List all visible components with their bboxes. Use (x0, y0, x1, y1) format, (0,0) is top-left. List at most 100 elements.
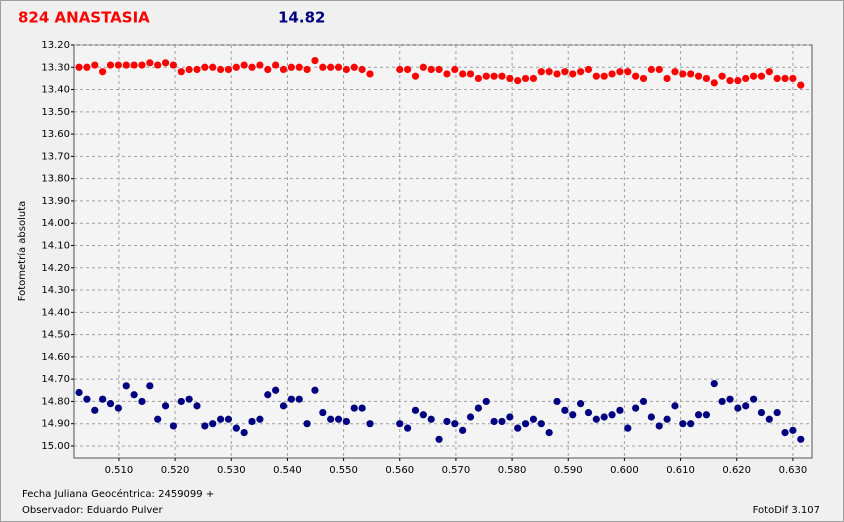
data-point (75, 388, 83, 397)
data-point (334, 415, 343, 423)
data-point (537, 420, 545, 428)
y-tick-label: 13.70 (41, 151, 70, 162)
observer: Observador: Eduardo Pulver (22, 505, 163, 516)
data-point (319, 408, 327, 417)
data-point (789, 426, 797, 434)
chart-title: 824 ANASTASIA (18, 9, 150, 27)
data-point (311, 386, 319, 394)
data-point (663, 415, 671, 423)
data-point (584, 65, 593, 74)
data-point (553, 397, 561, 406)
data-point (83, 395, 91, 403)
data-point (498, 72, 506, 80)
x-tick-label: 0.560 (385, 465, 414, 476)
data-point (358, 65, 366, 74)
data-point (366, 70, 374, 78)
data-point (240, 61, 248, 69)
data-point (327, 415, 335, 423)
data-point (154, 61, 162, 69)
data-point (482, 397, 490, 406)
data-point (216, 415, 225, 423)
x-tick-label: 0.590 (554, 465, 583, 476)
x-tick-label: 0.540 (273, 465, 302, 476)
data-point (287, 63, 295, 71)
data-point (106, 400, 115, 408)
data-point (295, 395, 303, 403)
data-point (663, 74, 671, 83)
x-tick-label: 0.600 (610, 465, 639, 476)
data-point (75, 63, 83, 71)
data-point (138, 61, 146, 69)
data-point (749, 395, 758, 403)
data-point (482, 72, 490, 80)
data-point (161, 402, 170, 410)
data-point (655, 65, 663, 74)
data-point (624, 424, 632, 432)
data-point (537, 68, 545, 76)
plot-area (73, 44, 813, 459)
data-point (419, 63, 427, 71)
data-point (797, 81, 805, 89)
data-point (435, 435, 443, 443)
data-point (114, 61, 122, 69)
data-point (91, 406, 99, 414)
data-point (99, 395, 107, 403)
data-point (193, 65, 201, 74)
data-point (757, 408, 766, 417)
data-point (506, 74, 514, 83)
data-point (765, 68, 773, 76)
data-point (404, 65, 412, 74)
data-point (272, 61, 280, 69)
y-tick-label: 14.40 (41, 307, 70, 318)
data-point (350, 404, 358, 412)
data-point (584, 408, 593, 417)
data-point (451, 65, 459, 74)
data-point (83, 63, 91, 71)
data-point (161, 59, 170, 67)
x-tick-label: 0.610 (666, 465, 695, 476)
data-point (647, 413, 655, 421)
data-point (240, 429, 248, 437)
data-point (209, 63, 217, 71)
data-point (600, 72, 608, 80)
data-point (498, 417, 506, 426)
x-tick-label: 0.520 (161, 465, 190, 476)
data-point (577, 400, 585, 408)
data-point (248, 63, 256, 71)
data-point (742, 74, 750, 83)
data-point (466, 70, 475, 78)
data-point (459, 426, 467, 434)
data-point (647, 65, 655, 74)
y-tick-label: 13.80 (41, 174, 70, 185)
data-point (702, 411, 711, 419)
data-point (295, 63, 303, 71)
data-point (311, 56, 319, 65)
data-point (248, 417, 256, 426)
data-point (569, 411, 577, 419)
data-point (279, 402, 288, 410)
data-point (726, 395, 734, 403)
data-point (632, 404, 640, 412)
data-point (545, 68, 553, 76)
data-point (427, 415, 435, 423)
data-point (232, 424, 240, 432)
data-point (130, 391, 138, 399)
data-point (718, 397, 726, 406)
data-point (726, 77, 734, 85)
data-point (639, 74, 648, 83)
data-point (435, 65, 443, 74)
data-point (592, 415, 600, 423)
x-tick-label: 0.530 (217, 465, 246, 476)
y-tick-label: 14.90 (41, 419, 70, 430)
data-point (781, 74, 789, 83)
data-point (264, 65, 272, 74)
data-point (114, 404, 122, 412)
data-point (521, 420, 530, 428)
data-point (781, 429, 789, 437)
data-point (679, 420, 687, 428)
x-tick-label: 0.580 (498, 465, 527, 476)
data-point (561, 406, 569, 414)
data-point (655, 422, 663, 430)
data-point (327, 63, 335, 71)
